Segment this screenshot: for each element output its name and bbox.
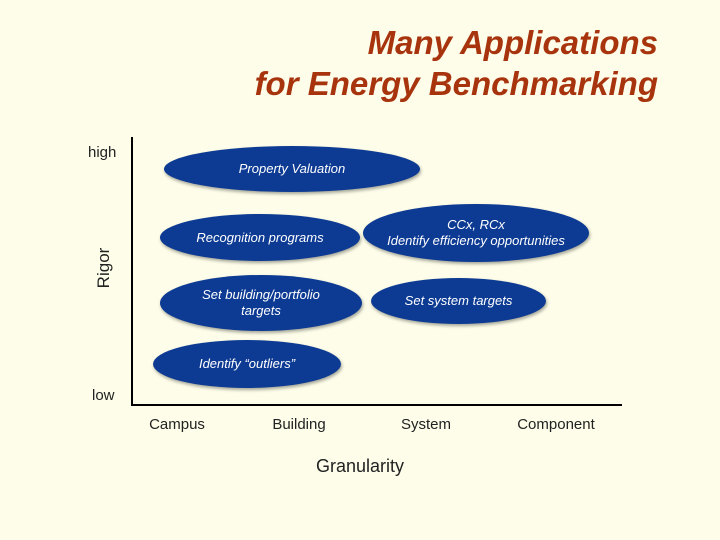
x-tick-component: Component bbox=[517, 416, 595, 433]
slide-title: Many Applications for Energy Benchmarkin… bbox=[255, 22, 658, 104]
x-axis-title: Granularity bbox=[315, 456, 405, 476]
y-axis-low-label: low bbox=[92, 387, 115, 404]
ellipse-recognition-programs: Recognition programs bbox=[160, 214, 360, 261]
identify-outliers-label: Identify “outliers” bbox=[198, 356, 296, 371]
ellipse-ccx-rcx: CCx, RCx Identify efficiency opportuniti… bbox=[363, 204, 589, 262]
x-tick-building: Building bbox=[272, 416, 326, 433]
ellipse-set-building-targets: Set building/portfolio targets bbox=[160, 275, 362, 331]
ccx-label-line-1: CCx, RCx bbox=[447, 217, 505, 232]
x-tick-system: System bbox=[400, 416, 451, 433]
set-system-label: Set system targets bbox=[404, 293, 513, 308]
y-axis-line bbox=[131, 137, 133, 406]
y-axis-high-label: high bbox=[88, 144, 117, 161]
ellipse-identify-outliers: Identify “outliers” bbox=[153, 340, 341, 388]
title-line-2: for Energy Benchmarking bbox=[254, 65, 658, 102]
property-valuation-label: Property Valuation bbox=[238, 161, 346, 176]
ellipse-property-valuation: Property Valuation bbox=[164, 146, 420, 192]
y-axis-title: Rigor bbox=[94, 247, 113, 289]
x-tick-campus: Campus bbox=[149, 416, 205, 433]
ccx-label-line-2: Identify efficiency opportunities bbox=[387, 233, 565, 248]
title-line-1: Many Applications bbox=[367, 24, 658, 61]
ellipse-set-system-targets: Set system targets bbox=[371, 278, 546, 324]
set-building-label-line-1: Set building/portfolio bbox=[202, 287, 320, 302]
set-building-label-line-2: targets bbox=[241, 303, 281, 318]
x-axis-line bbox=[131, 404, 622, 406]
recognition-programs-label: Recognition programs bbox=[196, 229, 324, 245]
